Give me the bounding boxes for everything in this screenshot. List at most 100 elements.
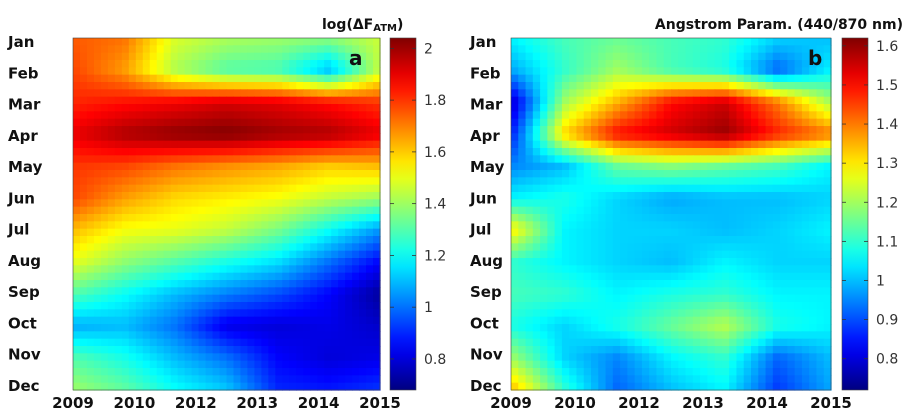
heatmap-cell [707,60,716,68]
heatmap-cell [324,192,332,200]
heatmap-cell [714,258,723,266]
heatmap-cell [338,52,346,61]
heatmap-cell [816,148,825,156]
heatmap-cell [163,375,172,384]
heatmap-cell [261,302,269,310]
heatmap-cell [721,148,730,156]
heatmap-cell [736,287,745,296]
heatmap-cell [240,162,249,171]
heatmap-cell [692,346,701,354]
heatmap-cell [331,82,339,90]
heatmap-cell [142,199,151,208]
heatmap-cell [338,221,346,230]
heatmap-cell [518,331,527,340]
heatmap-cell [583,60,592,68]
heatmap-cell [86,170,95,178]
heatmap-cell [518,162,527,171]
heatmap-cell [816,38,825,46]
heatmap-cell [641,368,650,376]
heatmap-cell [135,280,144,288]
heatmap-cell [787,74,796,83]
heatmap-cell [620,265,628,274]
heatmap-cell [809,60,818,68]
heatmap-cell [156,331,165,340]
heatmap-cell [79,265,88,274]
heatmap-cell [678,199,687,208]
heatmap-cell [219,184,228,193]
heatmap-cell [205,38,214,46]
heatmap-cell [794,280,803,288]
heatmap-cell [296,316,304,325]
heatmap-cell [525,375,534,384]
heatmap-cell [736,338,745,347]
heatmap-cell [649,155,658,164]
heatmap-cell [772,155,781,164]
heatmap-cell [107,184,116,193]
heatmap-cell [729,82,738,90]
heatmap-cell [121,214,130,222]
heatmap-cell [518,45,527,54]
heatmap-cell [554,236,563,244]
heatmap-cell [532,184,541,193]
heatmap-cell [86,353,95,362]
heatmap-cell [191,316,200,325]
heatmap-cell [93,38,102,46]
heatmap-cell [758,214,767,222]
heatmap-cell [794,155,803,164]
heatmap-cell [170,52,179,61]
heatmap-cell [751,148,759,156]
heatmap-cell [198,192,207,200]
heatmap-cell [751,272,759,281]
heatmap-cell [656,243,665,252]
heatmap-cell [721,206,730,215]
heatmap-cell [73,162,81,171]
heatmap-cell [583,375,592,384]
heatmap-cell [135,89,144,98]
heatmap-cell [772,360,781,369]
heatmap-cell [100,287,109,296]
heatmap-cell [275,111,283,120]
heatmap-cell [780,368,788,376]
heatmap-cell [583,67,592,76]
heatmap-cell [226,250,235,259]
heatmap-cell [73,96,81,105]
heatmap-cell [275,133,283,142]
heatmap-cell [317,126,325,134]
heatmap-cell [532,133,541,142]
heatmap-cell [352,60,360,68]
heatmap-cell [205,170,214,178]
heatmap-cell [801,368,810,376]
heatmap-cell [787,45,796,54]
heatmap-cell [275,243,283,252]
heatmap-cell [612,214,621,222]
heatmap-cell [345,353,353,362]
heatmap-cell [156,184,165,193]
heatmap-cell [303,52,311,61]
heatmap-cell [212,74,221,83]
heatmap-cell [254,243,262,252]
heatmap-cell [707,133,716,142]
heatmap-cell [86,96,95,105]
heatmap-cell [310,104,318,112]
heatmap-cell [170,118,179,127]
heatmap-cell [678,382,687,391]
heatmap-cell [212,126,221,134]
heatmap-cell [816,331,825,340]
heatmap-cell [303,170,311,178]
heatmap-cell [787,199,796,208]
heatmap-cell [794,111,803,120]
heatmap-cell [373,265,381,274]
heatmap-cell [620,236,628,244]
heatmap-cell [685,287,694,296]
heatmap-cell [714,155,723,164]
heatmap-cell [114,316,123,325]
heatmap-cell [649,118,658,127]
heatmap-cell [198,177,207,186]
heatmap-cell [751,316,759,325]
heatmap-cell [772,140,781,149]
heatmap-cell [525,82,534,90]
heatmap-cell [282,265,290,274]
heatmap-cell [240,280,249,288]
heatmap-cell [352,111,360,120]
heatmap-cell [114,331,123,340]
